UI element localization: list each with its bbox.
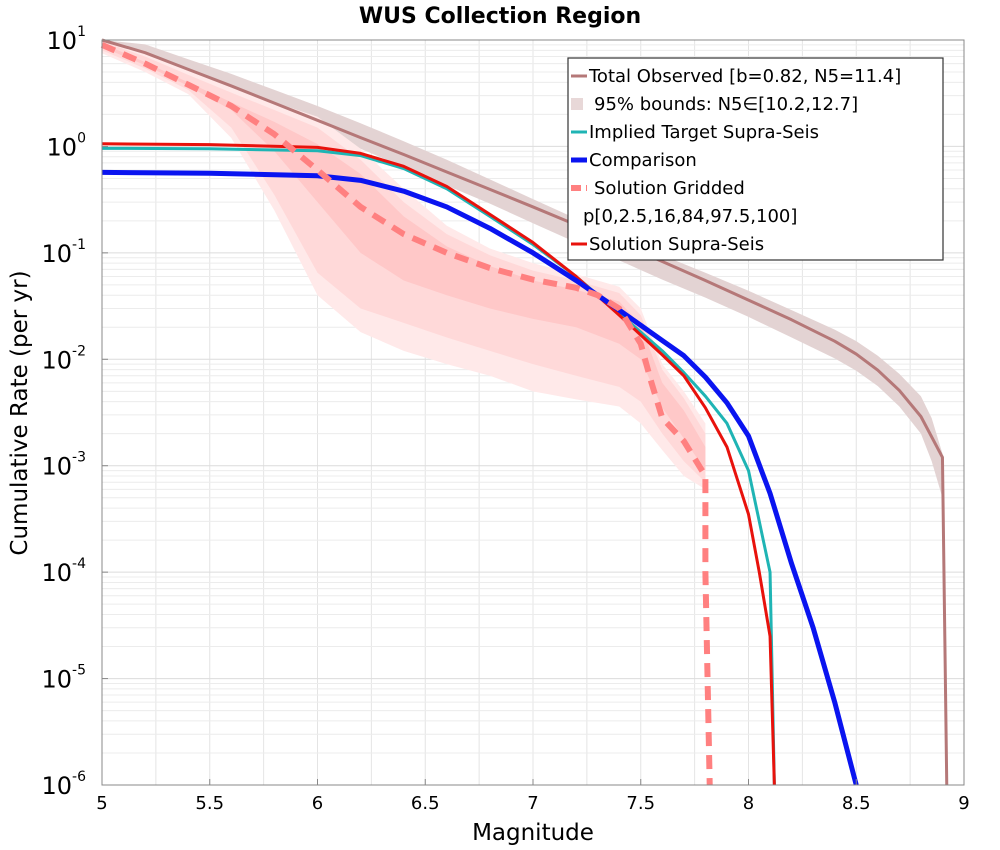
y-tick-label: 10-6 <box>41 769 86 800</box>
x-tick-label: 9 <box>958 793 969 814</box>
y-tick-label: 10-1 <box>41 237 86 268</box>
y-tick-label: 10-4 <box>41 556 86 587</box>
legend-swatch <box>571 98 583 110</box>
legend-item-label: Implied Target Supra-Seis <box>589 122 819 143</box>
bands <box>102 40 943 498</box>
y-axis-label: Cumulative Rate (per yr) <box>7 270 33 555</box>
x-tick-label: 6 <box>312 793 323 814</box>
y-axis-ticks: 101 100 10-1 10-2 10-3 10-4 10-5 10-6 <box>41 24 108 800</box>
chart-title: WUS Collection Region <box>359 4 641 29</box>
y-tick-label: 100 <box>47 130 86 161</box>
x-axis-label: Magnitude <box>472 820 594 846</box>
y-tick-label: 10-3 <box>41 450 86 481</box>
x-tick-label: 5 <box>96 793 107 814</box>
x-tick-label: 7.5 <box>626 793 655 814</box>
legend: Total Observed [b=0.82, N5=11.4] 95% boun… <box>567 57 944 261</box>
legend-item-label: 95% bounds: N5∈[10.2,12.7] <box>594 94 858 115</box>
legend-item-label: Solution Supra-Seis <box>589 234 764 255</box>
series-line-comparison <box>101 169 859 786</box>
legend-item-label: Total Observed [b=0.82, N5=11.4] <box>588 66 901 87</box>
legend-item-label: Solution Gridded <box>594 178 745 199</box>
legend-box <box>567 57 944 261</box>
series-line-solution-gridded <box>100 42 713 786</box>
legend-item-label: p[0,2.5,16,84,97.5,100] <box>583 206 797 227</box>
x-tick-label: 8.5 <box>842 793 871 814</box>
y-tick-label: 10-5 <box>41 663 86 694</box>
series-lines <box>100 38 949 786</box>
x-tick-label: 5.5 <box>195 793 224 814</box>
x-tick-label: 7 <box>527 793 538 814</box>
x-axis-ticks: 5 5.5 6 6.5 7 7.5 8 8.5 9 <box>96 779 970 814</box>
grid <box>101 40 965 786</box>
y-tick-label: 10-2 <box>41 343 86 374</box>
band-gridded-p-16-84- <box>102 43 706 471</box>
legend-item-label: Comparison <box>589 150 697 171</box>
x-tick-label: 8 <box>743 793 754 814</box>
x-tick-label: 6.5 <box>411 793 440 814</box>
y-tick-label: 101 <box>47 24 86 55</box>
